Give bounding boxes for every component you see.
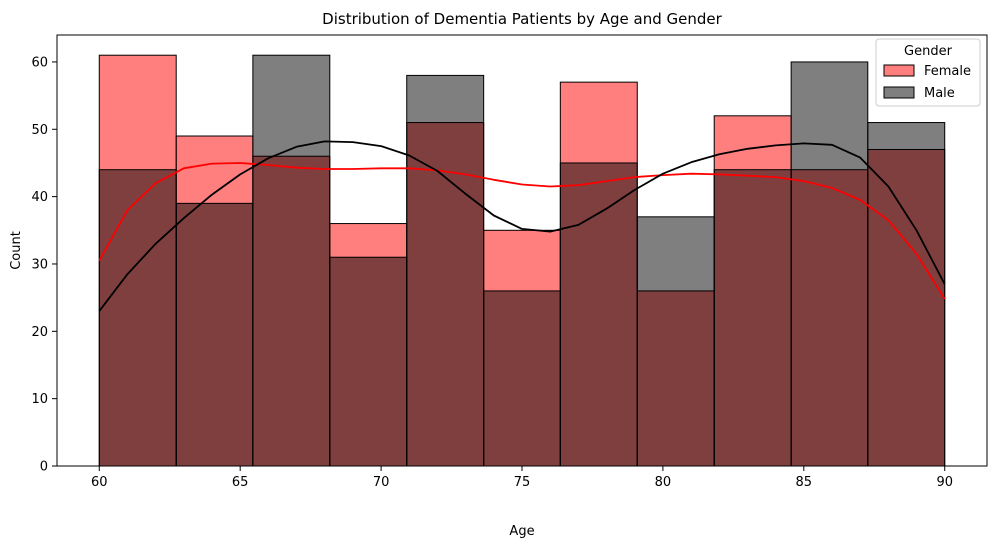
- y-tick-label: 20: [31, 325, 48, 340]
- x-tick-label: 65: [232, 475, 249, 490]
- bar-male-10: [867, 122, 946, 467]
- y-tick-label: 30: [31, 257, 48, 272]
- legend-label-female: Female: [924, 64, 971, 79]
- x-axis-label: Age: [509, 524, 534, 539]
- y-tick-label: 10: [31, 392, 48, 407]
- y-tick-label: 0: [40, 460, 48, 475]
- legend-swatch-male: [883, 86, 915, 99]
- bar-male-9: [790, 61, 869, 467]
- legend-title: Gender: [904, 44, 953, 59]
- x-tick-label: 70: [373, 475, 390, 490]
- x-tick-label: 60: [91, 475, 108, 490]
- chart-title: Distribution of Dementia Patients by Age…: [322, 10, 722, 28]
- x-axis: 60 65 70 75 80 85 90: [91, 466, 953, 490]
- x-tick-label: 75: [514, 475, 531, 490]
- x-tick-label: 85: [796, 475, 813, 490]
- y-axis-label: Count: [9, 231, 24, 270]
- bar-male-5: [483, 290, 561, 467]
- bar-male-2: [252, 54, 331, 467]
- x-tick-label: 90: [936, 475, 953, 490]
- bar-male-3: [329, 256, 408, 467]
- legend: Gender Female Male: [875, 38, 981, 107]
- bar-male-4: [406, 74, 485, 467]
- bar-male-1: [175, 202, 254, 467]
- kde-line-female: [98, 162, 946, 300]
- bar-male-6: [559, 162, 638, 467]
- y-tick-label: 50: [31, 123, 48, 138]
- male-bars: [98, 54, 946, 467]
- legend-swatch-female: [883, 64, 915, 77]
- x-tick-label: 80: [655, 475, 672, 490]
- kde-line-male: [98, 140, 946, 312]
- legend-label-male: Male: [924, 86, 955, 101]
- kde-curves: [98, 140, 946, 312]
- y-axis: 0 10 20 30 40 50 60: [31, 55, 57, 475]
- bar-male-8: [713, 169, 792, 467]
- bar-male-0: [98, 169, 177, 467]
- bar-male-7: [636, 216, 715, 467]
- y-tick-label: 40: [31, 190, 48, 205]
- y-tick-label: 60: [31, 55, 48, 70]
